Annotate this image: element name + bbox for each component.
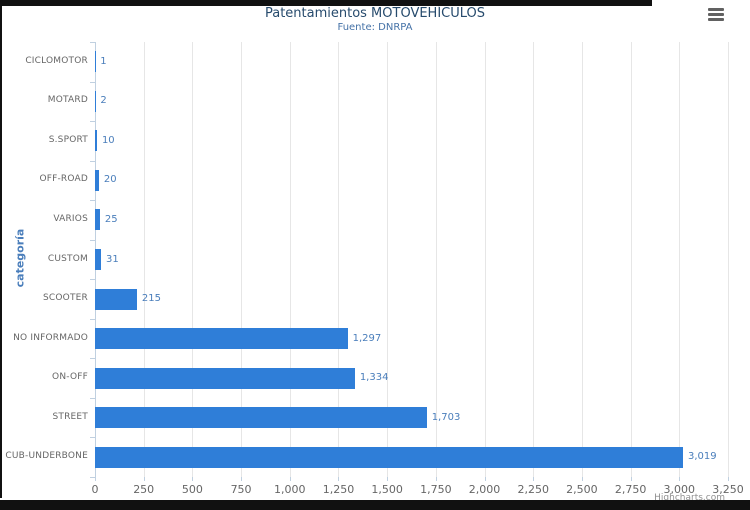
category-label: VARIOS bbox=[53, 213, 88, 224]
x-axis-tick bbox=[338, 477, 340, 481]
bottom-black-bar bbox=[0, 500, 750, 510]
value-label: 25 bbox=[104, 213, 118, 225]
x-axis-tick bbox=[192, 477, 194, 481]
value-label: 3,019 bbox=[688, 451, 717, 463]
bar-street[interactable] bbox=[95, 407, 427, 429]
gridline bbox=[728, 42, 729, 477]
x-axis-tick bbox=[533, 477, 535, 481]
value-label: 1,334 bbox=[359, 372, 389, 384]
x-axis-tick bbox=[679, 477, 681, 481]
x-axis-label: 2,250 bbox=[517, 483, 549, 496]
bar-on-off[interactable] bbox=[95, 367, 355, 389]
x-axis-tick bbox=[435, 477, 437, 481]
bar-cub-underbone[interactable] bbox=[95, 446, 683, 468]
category-label: CICLOMOTOR bbox=[25, 55, 88, 66]
gridline bbox=[679, 42, 681, 477]
gridline bbox=[192, 42, 194, 477]
category-axis-tick bbox=[90, 358, 95, 360]
value-label: 215 bbox=[141, 293, 161, 305]
category-axis-tick bbox=[90, 318, 95, 320]
x-axis-tick bbox=[728, 477, 729, 481]
category-label: SCOOTER bbox=[42, 293, 88, 304]
x-axis-tick bbox=[630, 477, 632, 481]
top-black-bar bbox=[0, 0, 652, 6]
menu-line bbox=[708, 8, 724, 11]
gridline bbox=[289, 42, 291, 477]
category-axis-tick bbox=[90, 42, 95, 43]
value-label: 1,297 bbox=[352, 332, 382, 344]
x-axis-tick bbox=[241, 477, 243, 481]
category-label: OFF-ROAD bbox=[39, 174, 88, 185]
menu-line bbox=[708, 13, 724, 16]
x-axis-tick bbox=[581, 477, 583, 481]
value-label: 1 bbox=[100, 55, 107, 67]
chart-subtitle: Fuente: DNRPA bbox=[337, 22, 413, 33]
category-axis-tick bbox=[90, 437, 95, 439]
credits-link[interactable]: Highcharts.com bbox=[654, 493, 725, 503]
x-axis-label: 2,000 bbox=[468, 483, 501, 496]
gridline bbox=[338, 42, 340, 477]
x-axis-tick bbox=[484, 477, 486, 481]
bar-off-road[interactable] bbox=[95, 169, 99, 191]
category-label: S.SPORT bbox=[48, 134, 88, 145]
gridline bbox=[630, 42, 632, 477]
category-axis-tick bbox=[90, 279, 95, 281]
category-axis-tick bbox=[90, 239, 95, 241]
x-axis-tick bbox=[143, 477, 145, 481]
value-label: 1,703 bbox=[431, 411, 461, 423]
category-axis-tick bbox=[90, 160, 95, 162]
value-label: 2 bbox=[100, 95, 107, 107]
x-axis-label: 1,750 bbox=[420, 483, 452, 496]
value-label: 31 bbox=[106, 253, 119, 265]
category-axis-tick bbox=[90, 81, 95, 83]
value-label: 20 bbox=[103, 174, 117, 186]
category-label: ON-OFF bbox=[52, 372, 88, 383]
bar-scooter[interactable] bbox=[95, 288, 137, 310]
gridline bbox=[143, 42, 145, 477]
category-label: STREET bbox=[52, 411, 88, 422]
category-label: CUB-UNDERBONE bbox=[5, 451, 88, 462]
x-axis-label: 2,500 bbox=[566, 483, 598, 496]
category-label: CUSTOM bbox=[47, 253, 88, 264]
category-axis-tick bbox=[90, 121, 95, 123]
x-axis-label: 250 bbox=[133, 483, 155, 496]
x-axis-label: 1,000 bbox=[274, 483, 306, 496]
gridline bbox=[241, 42, 243, 477]
bar-s-sport[interactable] bbox=[95, 130, 97, 152]
gridline bbox=[533, 42, 535, 477]
hamburger-menu-icon[interactable] bbox=[708, 8, 726, 22]
value-label: 10 bbox=[101, 134, 115, 146]
gridline bbox=[387, 42, 389, 477]
x-axis-tick bbox=[289, 477, 291, 481]
category-axis-tick bbox=[90, 397, 95, 399]
gridline bbox=[435, 42, 437, 477]
chart-title: Patentamientos MOTOVEHÍCULOS bbox=[264, 6, 486, 21]
category-axis-tick bbox=[90, 200, 95, 202]
bar-varios[interactable] bbox=[95, 209, 100, 231]
menu-line bbox=[708, 18, 724, 21]
gridline bbox=[581, 42, 583, 477]
category-axis-tick bbox=[90, 477, 95, 478]
bar-no-informado[interactable] bbox=[95, 328, 348, 350]
x-axis-label: 3,250 bbox=[712, 483, 744, 496]
x-axis-label: 1,250 bbox=[322, 483, 355, 496]
x-axis-label: 0 bbox=[91, 483, 99, 496]
category-label: NO INFORMADO bbox=[13, 332, 88, 343]
x-axis-label: 3,000 bbox=[663, 483, 696, 496]
x-axis-tick bbox=[387, 477, 389, 481]
x-axis-label: 1,500 bbox=[371, 483, 403, 496]
x-axis-label: 2,750 bbox=[614, 483, 647, 496]
bar-custom[interactable] bbox=[95, 249, 102, 270]
gridline bbox=[484, 42, 486, 477]
x-axis-label: 500 bbox=[181, 483, 203, 496]
category-label: MOTARD bbox=[47, 95, 88, 106]
x-axis-label: 750 bbox=[230, 483, 252, 496]
left-black-strip bbox=[0, 0, 2, 498]
x-axis-tick bbox=[95, 477, 96, 481]
